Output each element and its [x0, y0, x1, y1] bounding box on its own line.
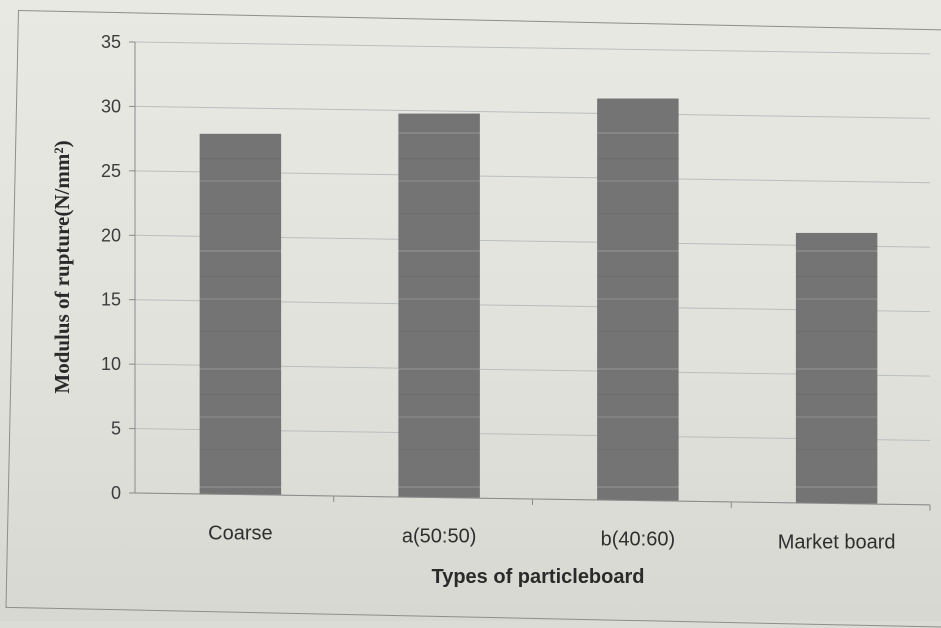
- gridline-30: [134, 105, 931, 119]
- bar-b-40-60: [597, 98, 679, 501]
- bars: [199, 98, 878, 504]
- y-axis-title: Modulus of rupture(N/mm²): [50, 140, 74, 393]
- x-tick-label: Market board: [778, 532, 896, 554]
- y-tick-label: 25: [101, 161, 121, 181]
- y-tick-label: 15: [101, 290, 121, 310]
- x-tick-labels: Coarse a(50:50) b(40:60) Market board: [208, 523, 895, 554]
- y-tick-label: 10: [101, 354, 121, 374]
- bar-market-board: [795, 232, 878, 504]
- y-tick-label: 5: [111, 419, 121, 439]
- y-tick-label: 0: [111, 483, 121, 503]
- axes: [129, 41, 931, 511]
- y-tick-label: 35: [101, 32, 121, 52]
- x-axis-title: Types of particleboard: [431, 566, 644, 588]
- gridline-35: [134, 41, 931, 55]
- y-tick-label: 20: [101, 225, 121, 245]
- bar-a-50-50: [398, 113, 480, 498]
- x-tick-label: b(40:60): [601, 529, 676, 551]
- x-tick-label: Coarse: [208, 523, 272, 545]
- y-tick-label: 30: [101, 96, 121, 116]
- x-tick-label: a(50:50): [402, 526, 477, 548]
- y-tick-labels: 0 5 10 15 20 25 30 35: [101, 32, 121, 503]
- bar-coarse: [199, 133, 282, 495]
